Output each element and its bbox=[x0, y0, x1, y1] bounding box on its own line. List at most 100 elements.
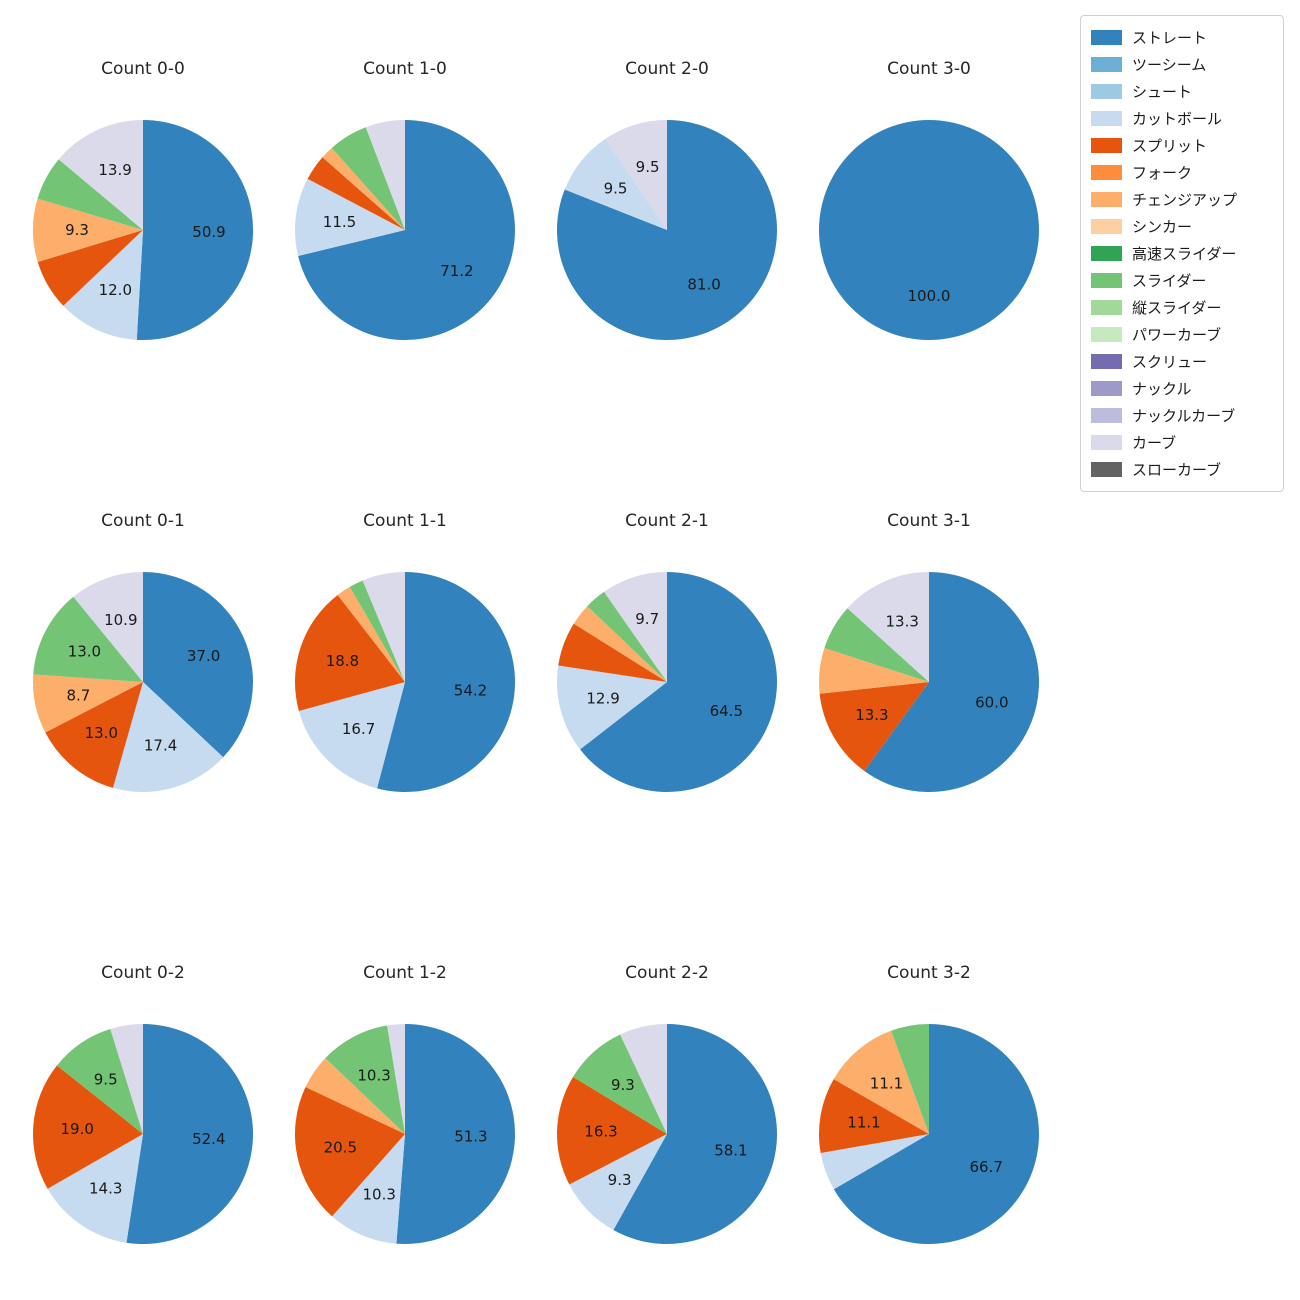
pie-slice-カットボール bbox=[564, 139, 667, 230]
pie-slice-ストレート bbox=[143, 572, 254, 758]
pie-count-3-2: 66.7 11.1 11.1 bbox=[818, 1024, 1039, 1244]
pie-slice-スプリット bbox=[294, 594, 405, 711]
pie-slice-スプリット bbox=[307, 157, 405, 230]
legend-item-8: 高速スライダー bbox=[1091, 240, 1271, 267]
pie-slice-スプリット bbox=[556, 1076, 667, 1185]
pie-slice-スプリット bbox=[294, 1087, 405, 1217]
pie-slice-カーブ bbox=[387, 1024, 405, 1134]
legend-item-label: パワーカーブ bbox=[1132, 326, 1222, 344]
pie-slice-ストレート bbox=[377, 572, 516, 792]
pie-count-2-1: 64.5 12.9 9.7 bbox=[557, 572, 777, 792]
legend-item-label: 高速スライダー bbox=[1132, 245, 1237, 263]
pie-slice-pct-label: 9.5 bbox=[604, 180, 628, 198]
legend-item-13: ナックル bbox=[1091, 375, 1271, 402]
pie-slice-pct-label: 14.3 bbox=[89, 1180, 122, 1198]
pie-slice-チェンジアップ bbox=[305, 1058, 405, 1134]
pie-slice-pct-label: 64.5 bbox=[710, 702, 743, 720]
pie-slice-pct-label: 81.0 bbox=[687, 276, 720, 294]
chart-title: Count 0-0 bbox=[101, 59, 185, 79]
pie-slice-ストレート bbox=[833, 1024, 1039, 1244]
legend-item-7: シンカー bbox=[1091, 213, 1271, 240]
chart-title: Count 2-1 bbox=[625, 511, 709, 531]
pie-slice-pct-label: 13.9 bbox=[98, 161, 131, 179]
legend-item-4: スプリット bbox=[1091, 132, 1271, 159]
legend-color-swatch bbox=[1091, 327, 1122, 342]
legend-item-10: 縦スライダー bbox=[1091, 294, 1271, 321]
legend-item-label: スローカーブ bbox=[1132, 461, 1222, 479]
legend-color-swatch bbox=[1091, 111, 1122, 126]
pie-slice-カットボール bbox=[332, 1134, 405, 1244]
pie-slice-ストレート bbox=[136, 119, 254, 341]
pie-slice-pct-label: 37.0 bbox=[187, 647, 220, 665]
chart-title: Count 0-2 bbox=[101, 963, 185, 983]
pie-slice-pct-label: 9.3 bbox=[65, 221, 89, 239]
pie-slice-スライダー bbox=[37, 159, 144, 230]
legend-color-swatch bbox=[1091, 57, 1122, 72]
pie-chart-cell-count-1-2: Count 1-2 51.3 10.3 20.5 10.3 bbox=[274, 962, 536, 1300]
pie-slice-ストレート bbox=[613, 1024, 777, 1244]
pie-slice-ストレート bbox=[396, 1024, 516, 1244]
pie-slice-pct-label: 9.3 bbox=[608, 1171, 632, 1189]
pie-count-1-2: 51.3 10.3 20.5 10.3 bbox=[294, 1024, 516, 1244]
pie-slice-カットボール bbox=[294, 178, 405, 257]
legend-item-3: カットボール bbox=[1091, 105, 1271, 132]
pie-slice-pct-label: 11.1 bbox=[870, 1075, 903, 1093]
pie-count-0-0: 50.9 12.0 9.3 13.9 bbox=[32, 119, 254, 341]
pie-slice-pct-label: 50.9 bbox=[192, 223, 225, 241]
pie-slice-ストレート bbox=[864, 572, 1039, 792]
chart-title: Count 3-0 bbox=[887, 59, 971, 79]
pie-slice-スライダー bbox=[33, 596, 143, 682]
pie-slice-チェンジアップ bbox=[337, 586, 405, 682]
pie-slice-カーブ bbox=[620, 1024, 667, 1134]
legend-item-label: スプリット bbox=[1132, 137, 1208, 155]
pie-slice-カットボール bbox=[298, 682, 405, 789]
charts-grid: Count 0-0 50.9 12.0 9.3 13.9 Count 1-0 71.2… bbox=[12, 58, 1060, 1300]
pie-slice-pct-label: 17.4 bbox=[144, 737, 177, 755]
pie-slice-pct-label: 9.5 bbox=[636, 158, 660, 176]
pie-count-2-0: 81.0 9.5 9.5 bbox=[556, 120, 777, 340]
legend-color-swatch bbox=[1091, 354, 1122, 369]
pie-chart-cell-count-2-2: Count 2-2 58.1 9.3 16.3 9.3 bbox=[536, 962, 798, 1300]
pie-count-1-0: 71.2 11.5 bbox=[294, 120, 516, 340]
legend-item-label: フォーク bbox=[1132, 164, 1193, 182]
pie-slice-カーブ bbox=[604, 572, 667, 682]
legend-color-swatch bbox=[1091, 246, 1122, 261]
pie-slice-pct-label: 12.9 bbox=[586, 690, 619, 708]
pie-slice-ストレート bbox=[556, 120, 777, 340]
pie-slice-カーブ bbox=[605, 120, 667, 230]
pie-chart-cell-count-2-0: Count 2-0 81.0 9.5 9.5 bbox=[536, 58, 798, 510]
pie-slice-チェンジアップ bbox=[322, 147, 405, 230]
chart-title: Count 1-2 bbox=[363, 963, 447, 983]
chart-title: Count 2-2 bbox=[625, 963, 709, 983]
pie-slice-pct-label: 58.1 bbox=[714, 1142, 747, 1160]
pie-slice-スライダー bbox=[573, 1034, 667, 1134]
pie-slice-チェンジアップ bbox=[833, 1030, 929, 1134]
pie-chart-cell-count-3-0: Count 3-0 100.0 bbox=[798, 58, 1060, 510]
pie-slice-pct-label: 11.1 bbox=[847, 1114, 880, 1132]
pie-slice-pct-label: 9.7 bbox=[635, 610, 659, 628]
legend-item-label: ナックル bbox=[1132, 380, 1192, 398]
legend-item-label: ナックルカーブ bbox=[1132, 407, 1236, 425]
pie-slice-スプリット bbox=[818, 1079, 929, 1154]
pie-slice-pct-label: 54.2 bbox=[454, 682, 487, 700]
pie-slice-チェンジアップ bbox=[32, 674, 143, 733]
legend-color-swatch bbox=[1091, 138, 1122, 153]
pie-slice-スライダー bbox=[824, 608, 929, 682]
legend-item-label: カーブ bbox=[1132, 434, 1177, 452]
legend-color-swatch bbox=[1091, 462, 1122, 477]
pie-slice-pct-label: 10.9 bbox=[104, 611, 137, 629]
pie-slice-pct-label: 13.3 bbox=[855, 706, 888, 724]
legend-color-swatch bbox=[1091, 435, 1122, 450]
pie-slice-カットボール bbox=[63, 230, 143, 340]
chart-title: Count 2-0 bbox=[625, 59, 709, 79]
legend-color-swatch bbox=[1091, 219, 1122, 234]
legend-item-14: ナックルカーブ bbox=[1091, 402, 1271, 429]
pie-slice-pct-label: 10.3 bbox=[357, 1067, 390, 1085]
pie-slice-カーブ bbox=[110, 1024, 143, 1134]
pie-count-2-2: 58.1 9.3 16.3 9.3 bbox=[556, 1024, 777, 1244]
legend-item-15: カーブ bbox=[1091, 429, 1271, 456]
pie-slice-チェンジアップ bbox=[819, 648, 929, 694]
legend-color-swatch bbox=[1091, 192, 1122, 207]
pie-chart-cell-count-0-2: Count 0-2 52.4 14.3 19.0 9.5 bbox=[12, 962, 274, 1300]
pie-slice-pct-label: 19.0 bbox=[60, 1120, 93, 1138]
